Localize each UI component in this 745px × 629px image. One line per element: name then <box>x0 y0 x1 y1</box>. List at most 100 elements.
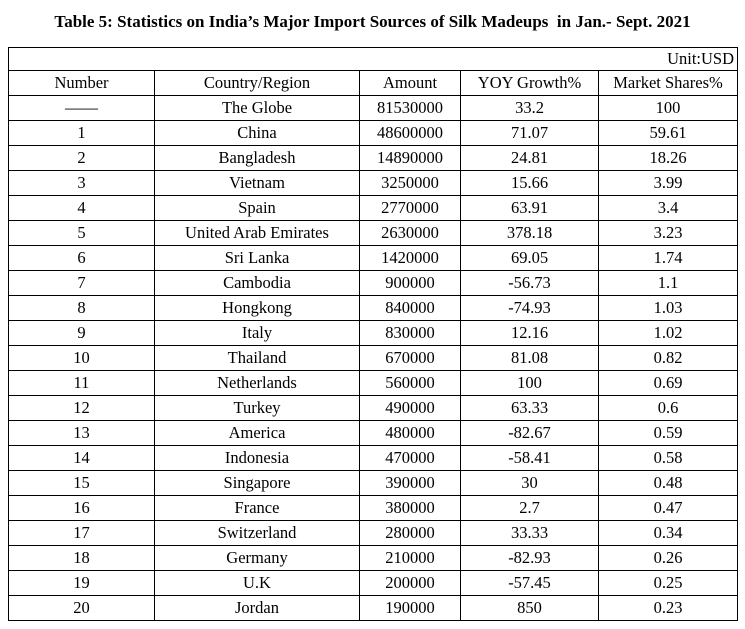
cell-yoy: 33.33 <box>460 520 599 546</box>
cell-share: 0.6 <box>598 395 738 421</box>
cell-share: 0.34 <box>598 520 738 546</box>
cell-share: 0.48 <box>598 470 738 496</box>
cell-amount: 560000 <box>359 370 461 396</box>
cell-country: Germany <box>154 545 360 571</box>
table-row: 3 Vietnam 3250000 15.66 3.99 <box>8 170 738 196</box>
cell-country: Switzerland <box>154 520 360 546</box>
cell-country: Bangladesh <box>154 145 360 171</box>
cell-yoy: 33.2 <box>460 95 599 121</box>
table-row: 4 Spain 2770000 63.91 3.4 <box>8 195 738 221</box>
cell-share: 0.26 <box>598 545 738 571</box>
cell-yoy: 63.33 <box>460 395 599 421</box>
cell-yoy: -82.67 <box>460 420 599 446</box>
cell-amount: 190000 <box>359 595 461 621</box>
cell-amount: 14890000 <box>359 145 461 171</box>
table-row: 7 Cambodia 900000 -56.73 1.1 <box>8 270 738 296</box>
cell-number: 10 <box>8 345 155 371</box>
cell-share: 0.82 <box>598 345 738 371</box>
cell-country: Jordan <box>154 595 360 621</box>
cell-yoy: 71.07 <box>460 120 599 146</box>
cell-number: 16 <box>8 495 155 521</box>
table-row: 9 Italy 830000 12.16 1.02 <box>8 320 738 346</box>
cell-country: Thailand <box>154 345 360 371</box>
cell-amount: 210000 <box>359 545 461 571</box>
cell-share: 0.58 <box>598 445 738 471</box>
cell-country: China <box>154 120 360 146</box>
cell-amount: 830000 <box>359 320 461 346</box>
cell-amount: 1420000 <box>359 245 461 271</box>
cell-country: Singapore <box>154 470 360 496</box>
cell-number: 20 <box>8 595 155 621</box>
cell-amount: 2630000 <box>359 220 461 246</box>
cell-share: 1.03 <box>598 295 738 321</box>
unit-label: Unit:USD <box>8 47 738 71</box>
table-row: 20 Jordan 190000 850 0.23 <box>8 595 738 621</box>
cell-yoy: 850 <box>460 595 599 621</box>
table-row: 13 America 480000 -82.67 0.59 <box>8 420 738 446</box>
cell-amount: 3250000 <box>359 170 461 196</box>
cell-share: 18.26 <box>598 145 738 171</box>
cell-number: 12 <box>8 395 155 421</box>
cell-share: 59.61 <box>598 120 738 146</box>
table-row: 10 Thailand 670000 81.08 0.82 <box>8 345 738 371</box>
cell-yoy: -82.93 <box>460 545 599 571</box>
table-row: 11 Netherlands 560000 100 0.69 <box>8 370 738 396</box>
header-row: Number Country/Region Amount YOY Growth%… <box>8 70 738 96</box>
cell-amount: 200000 <box>359 570 461 596</box>
cell-number: 15 <box>8 470 155 496</box>
cell-amount: 470000 <box>359 445 461 471</box>
cell-yoy: 2.7 <box>460 495 599 521</box>
table-row: —— The Globe 81530000 33.2 100 <box>8 95 738 121</box>
cell-country: America <box>154 420 360 446</box>
table-row: 16 France 380000 2.7 0.47 <box>8 495 738 521</box>
cell-share: 1.1 <box>598 270 738 296</box>
cell-country: U.K <box>154 570 360 596</box>
cell-share: 0.69 <box>598 370 738 396</box>
cell-number: 11 <box>8 370 155 396</box>
header-yoy: YOY Growth% <box>460 70 599 96</box>
cell-number: 8 <box>8 295 155 321</box>
cell-country: Turkey <box>154 395 360 421</box>
cell-number: 18 <box>8 545 155 571</box>
cell-number: 4 <box>8 195 155 221</box>
cell-number: 14 <box>8 445 155 471</box>
cell-amount: 900000 <box>359 270 461 296</box>
cell-yoy: 15.66 <box>460 170 599 196</box>
table-row: 15 Singapore 390000 30 0.48 <box>8 470 738 496</box>
cell-share: 1.02 <box>598 320 738 346</box>
cell-yoy: 378.18 <box>460 220 599 246</box>
header-amount: Amount <box>359 70 461 96</box>
cell-yoy: -74.93 <box>460 295 599 321</box>
table-title: Table 5: Statistics on India’s Major Imp… <box>54 12 691 31</box>
cell-yoy: 24.81 <box>460 145 599 171</box>
cell-amount: 280000 <box>359 520 461 546</box>
cell-yoy: 69.05 <box>460 245 599 271</box>
table-body: —— The Globe 81530000 33.2 100 1 China 48600000… <box>8 95 738 621</box>
cell-country: Spain <box>154 195 360 221</box>
table-row: 14 Indonesia 470000 -58.41 0.58 <box>8 445 738 471</box>
cell-number: —— <box>8 95 155 121</box>
cell-yoy: 63.91 <box>460 195 599 221</box>
cell-amount: 390000 <box>359 470 461 496</box>
cell-country: Netherlands <box>154 370 360 396</box>
cell-country: Italy <box>154 320 360 346</box>
cell-yoy: 12.16 <box>460 320 599 346</box>
cell-share: 0.47 <box>598 495 738 521</box>
cell-amount: 480000 <box>359 420 461 446</box>
cell-country: United Arab Emirates <box>154 220 360 246</box>
import-sources-table: Unit:USD Number Country/Region Amount YO… <box>8 47 738 621</box>
cell-amount: 670000 <box>359 345 461 371</box>
cell-share: 100 <box>598 95 738 121</box>
cell-amount: 840000 <box>359 295 461 321</box>
cell-number: 3 <box>8 170 155 196</box>
table-row: 1 China 48600000 71.07 59.61 <box>8 120 738 146</box>
cell-yoy: -57.45 <box>460 570 599 596</box>
header-number: Number <box>8 70 155 96</box>
cell-yoy: 100 <box>460 370 599 396</box>
cell-number: 17 <box>8 520 155 546</box>
cell-share: 3.23 <box>598 220 738 246</box>
cell-number: 2 <box>8 145 155 171</box>
cell-share: 3.4 <box>598 195 738 221</box>
cell-amount: 490000 <box>359 395 461 421</box>
cell-number: 1 <box>8 120 155 146</box>
